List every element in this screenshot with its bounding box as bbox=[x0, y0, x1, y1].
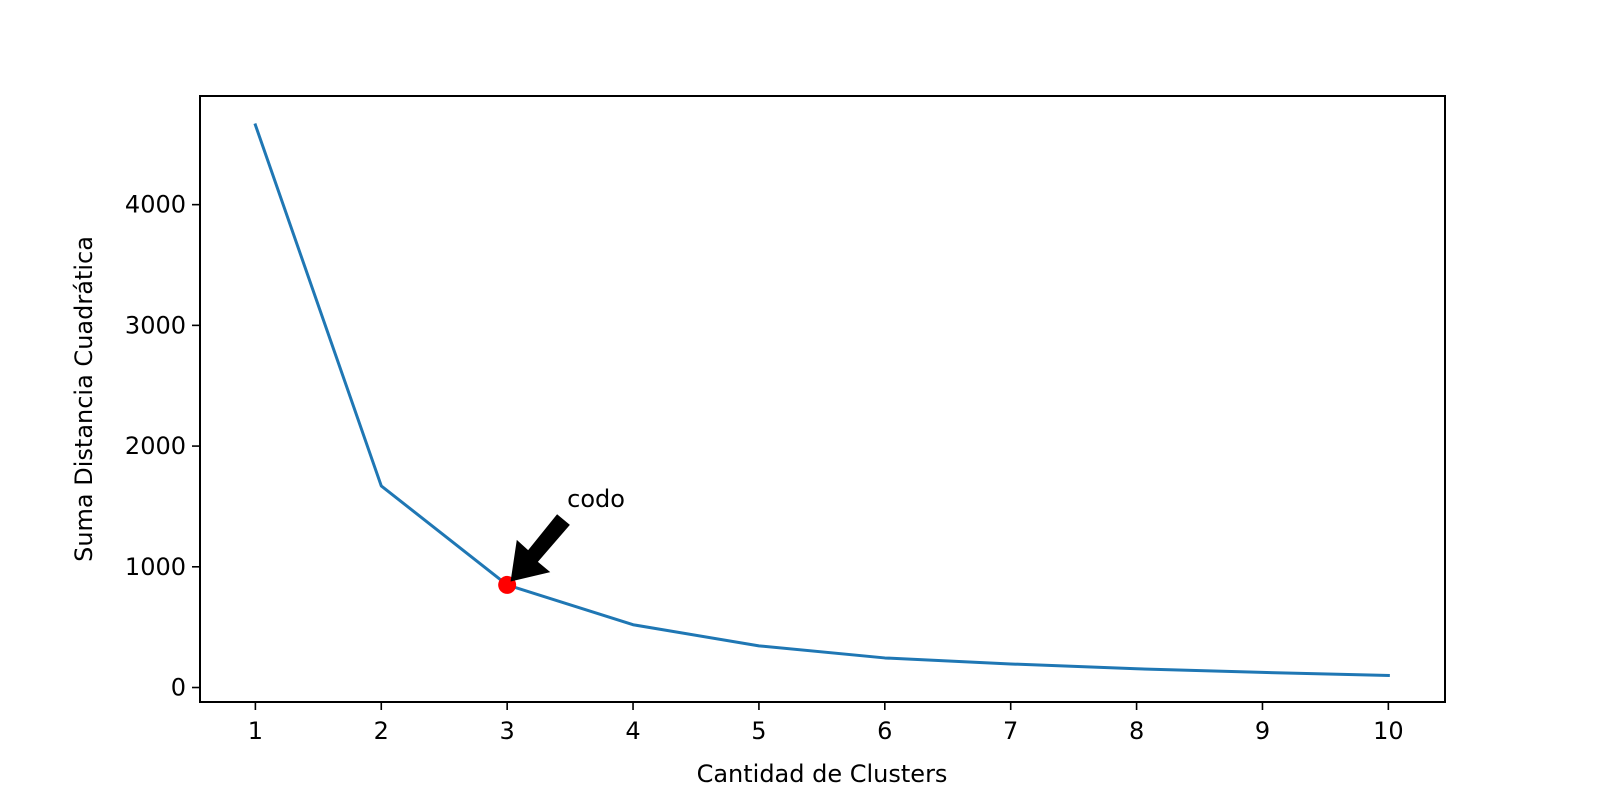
y-tick-label: 1000 bbox=[125, 553, 186, 581]
x-tick-label: 10 bbox=[1373, 717, 1404, 745]
axes-frame bbox=[199, 95, 1446, 703]
x-tick-label: 4 bbox=[625, 717, 640, 745]
x-axis-ticks: 1 2 3 4 5 6 7 8 9 10 bbox=[248, 702, 1404, 745]
series-line bbox=[253, 123, 1390, 677]
y-axis-label: Suma Distancia Cuadrática bbox=[70, 236, 98, 562]
x-tick-label: 8 bbox=[1129, 717, 1144, 745]
x-tick-label: 5 bbox=[751, 717, 766, 745]
y-tick-label: 0 bbox=[171, 674, 186, 702]
y-axis-ticks: 0 1000 2000 3000 4000 bbox=[125, 191, 200, 702]
annotation-layer: codo bbox=[510, 485, 625, 582]
x-axis-label: Cantidad de Clusters bbox=[697, 760, 948, 788]
y-tick-label: 2000 bbox=[125, 432, 186, 460]
x-tick-label: 9 bbox=[1255, 717, 1270, 745]
x-tick-label: 6 bbox=[877, 717, 892, 745]
y-tick-label: 3000 bbox=[125, 311, 186, 339]
annotation-label: codo bbox=[567, 485, 625, 513]
annotation-arrow bbox=[510, 514, 570, 582]
x-tick-label: 7 bbox=[1003, 717, 1018, 745]
x-tick-label: 2 bbox=[374, 717, 389, 745]
x-tick-label: 3 bbox=[500, 717, 515, 745]
x-tick-label: 1 bbox=[248, 717, 263, 745]
y-tick-label: 4000 bbox=[125, 191, 186, 219]
